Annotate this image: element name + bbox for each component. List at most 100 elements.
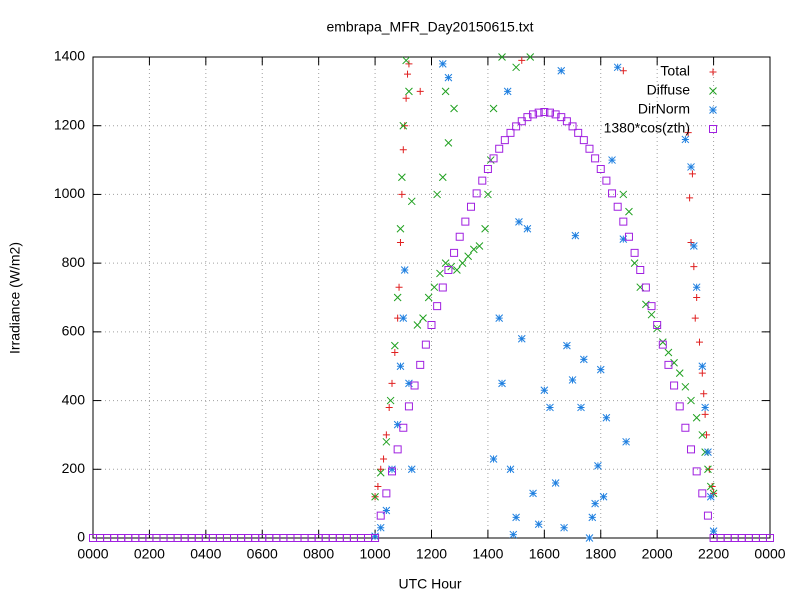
legend-label: 1380*cos(zth) — [604, 120, 690, 136]
point — [475, 242, 484, 250]
point — [444, 266, 453, 275]
x-tick-label: 0400 — [190, 546, 221, 562]
point — [450, 248, 459, 257]
point — [416, 360, 425, 369]
point — [399, 146, 407, 154]
point — [562, 117, 571, 126]
point — [596, 365, 605, 374]
point — [579, 136, 588, 145]
point — [416, 87, 424, 95]
point — [687, 445, 696, 454]
point — [608, 156, 616, 164]
point — [430, 283, 439, 292]
point — [478, 176, 487, 185]
point — [377, 465, 385, 473]
point — [625, 207, 633, 216]
legend-marker — [709, 106, 717, 114]
point — [438, 283, 447, 292]
point — [698, 489, 707, 498]
point — [608, 189, 617, 198]
point — [579, 355, 588, 364]
point — [509, 530, 518, 539]
point — [407, 197, 416, 206]
x-tick-label: 1200 — [416, 546, 447, 562]
point — [701, 403, 709, 412]
point — [371, 492, 379, 501]
point — [687, 163, 695, 171]
point — [613, 63, 622, 72]
y-tick-label: 1400 — [54, 48, 85, 64]
point — [398, 173, 406, 182]
point — [424, 293, 433, 302]
x-tick-label: 1800 — [585, 546, 616, 562]
point — [441, 259, 450, 267]
y-tick-label: 600 — [62, 323, 86, 339]
point — [686, 194, 694, 202]
point — [706, 492, 715, 501]
point — [438, 173, 447, 182]
point — [692, 413, 701, 422]
point — [596, 165, 605, 174]
point — [399, 121, 408, 130]
point — [517, 334, 526, 343]
point — [398, 190, 406, 198]
point — [441, 87, 450, 96]
point — [498, 379, 506, 388]
point — [689, 242, 698, 250]
point — [461, 217, 470, 226]
point — [568, 376, 577, 384]
point — [698, 431, 707, 439]
point — [421, 340, 430, 349]
point — [371, 532, 379, 541]
point — [393, 420, 402, 429]
y-axis-label: Irradiance (W/m2) — [7, 242, 23, 354]
point — [523, 113, 532, 122]
point — [693, 294, 701, 301]
point — [506, 128, 515, 137]
point — [404, 70, 412, 78]
point — [630, 248, 639, 257]
y-tick-label: 1000 — [54, 185, 85, 201]
point — [395, 283, 403, 291]
point — [523, 224, 532, 233]
point — [391, 348, 399, 356]
point — [594, 461, 602, 470]
point — [529, 489, 537, 498]
point — [458, 259, 467, 267]
legend-label: Diffuse — [647, 82, 691, 98]
point — [498, 53, 506, 61]
x-axis-label: UTC Hour — [398, 576, 461, 592]
point — [433, 190, 441, 199]
legend-marker — [709, 68, 717, 76]
x-tick-label: 0200 — [134, 546, 165, 562]
point — [515, 218, 523, 226]
point — [388, 379, 396, 387]
point — [438, 60, 447, 68]
point — [602, 413, 611, 422]
x-tick-label: 1000 — [360, 546, 391, 562]
point — [624, 232, 633, 241]
point — [402, 94, 410, 102]
legend-label: DirNorm — [638, 101, 690, 117]
point — [545, 108, 554, 117]
x-tick-label: 0000 — [754, 546, 785, 562]
point — [698, 369, 706, 377]
x-tick-label: 1400 — [472, 546, 503, 562]
x-tick-label: 2200 — [698, 546, 729, 562]
point — [692, 283, 701, 292]
point — [557, 113, 566, 122]
point — [585, 534, 594, 542]
point — [690, 263, 698, 271]
point — [396, 362, 405, 371]
point — [376, 511, 385, 520]
point — [472, 189, 481, 198]
point — [695, 338, 703, 346]
point — [393, 445, 402, 454]
point — [481, 224, 489, 233]
point — [427, 320, 436, 329]
point — [469, 245, 478, 254]
x-tick-label: 0800 — [303, 546, 334, 562]
point — [664, 348, 673, 357]
point — [410, 381, 419, 390]
